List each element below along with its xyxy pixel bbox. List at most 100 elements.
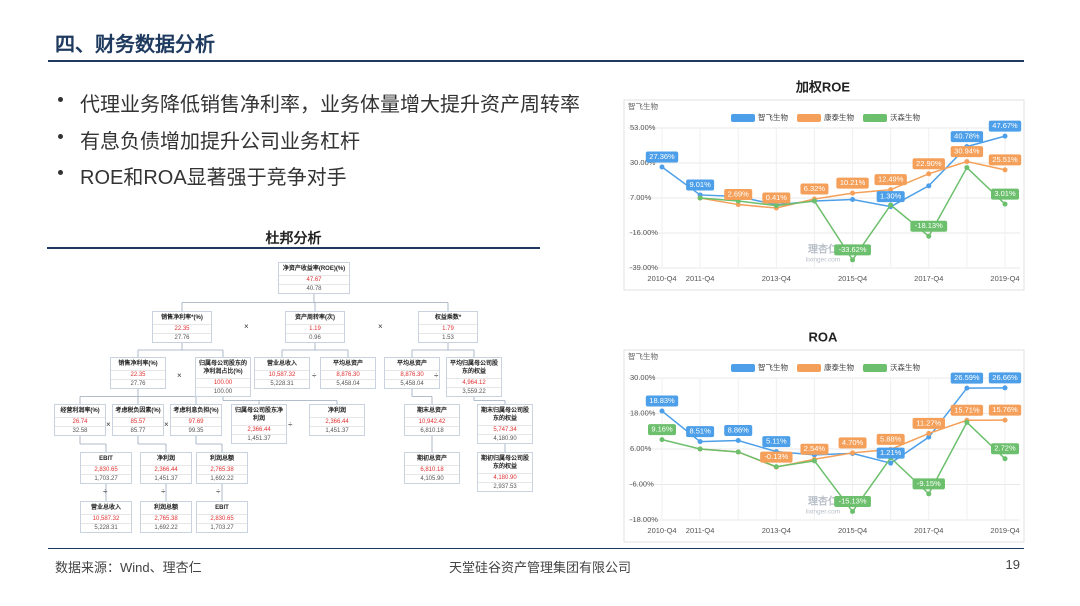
data-point	[964, 419, 970, 425]
data-label: 10.21%	[840, 178, 866, 187]
data-label-bg	[950, 404, 984, 416]
dupont-node: 权益乘数* 1.79 1.53	[418, 311, 478, 343]
logo: 理杏仁	[808, 495, 838, 508]
data-point	[850, 257, 856, 263]
connector	[222, 397, 338, 404]
data-label-bg	[800, 443, 829, 455]
dupont-node: 期初总资产 6,810.18 4,105.90	[404, 452, 460, 484]
dupont-title: 杜邦分析	[265, 230, 322, 246]
data-label: 2.72%	[994, 444, 1016, 453]
data-point	[926, 183, 932, 189]
node-previous: 5,458.04	[385, 379, 439, 388]
x-tick-label: 2017-Q4	[914, 274, 943, 283]
operator: ÷	[288, 420, 293, 429]
dupont-node: 销售净利率(%) 22.35 27.76	[110, 357, 166, 389]
data-label: -15.13%	[839, 496, 867, 505]
legend-label: 沃森生物	[890, 362, 920, 372]
connector	[473, 397, 506, 404]
operator: ÷	[103, 487, 108, 496]
data-point	[659, 408, 665, 414]
data-label-bg	[991, 188, 1019, 200]
node-current: 5,747.34	[478, 425, 532, 434]
data-label-bg	[834, 244, 871, 256]
node-previous: 1,703.27	[197, 523, 247, 532]
data-point	[773, 464, 779, 470]
node-label: 考虑税负因素(%)	[115, 408, 161, 414]
node-previous: 27.76	[111, 379, 165, 388]
y-tick-label: 30.00%	[630, 158, 656, 167]
data-label-bg	[988, 404, 1022, 416]
y-tick-label: -18.00%	[630, 515, 658, 524]
data-label: 47.67%	[992, 121, 1018, 130]
data-label-bg	[991, 443, 1019, 455]
dupont-node: 利润总额 2,765.38 1,692.22	[140, 501, 192, 533]
data-label: 6.32%	[804, 184, 826, 193]
node-current: 1.79	[419, 324, 477, 333]
chart-subtitle: 智飞生物	[628, 101, 658, 111]
connector	[281, 343, 349, 357]
dupont-node: 归属母公司股东净利润 2,366.44 1,451.37	[231, 404, 287, 444]
x-tick-label: 2015-Q4	[838, 526, 867, 535]
legend-label: 智飞生物	[758, 112, 788, 122]
page-number: 19	[1005, 557, 1020, 572]
dupont-node: 净资产收益率(ROE)(%) 47.67 40.78	[278, 262, 350, 294]
node-previous: 5,228.31	[81, 523, 131, 532]
data-point	[926, 434, 932, 440]
data-label-bg	[912, 158, 945, 170]
data-point	[964, 165, 970, 171]
node-current: 8,876.30	[385, 370, 439, 379]
legend-label: 康泰生物	[824, 362, 854, 372]
node-label: 期末总资产	[416, 408, 447, 414]
dupont-node: 资产周转率(次) 1.19 0.96	[285, 311, 345, 343]
node-label: 经营利润率(%)	[60, 408, 100, 414]
node-previous: 0.96	[286, 333, 344, 342]
dupont-node: 净利润 2,366.44 1,451.37	[140, 452, 192, 484]
connector	[79, 389, 197, 404]
node-current: 10,587.32	[255, 370, 309, 379]
y-tick-label: 7.00%	[630, 193, 652, 202]
node-label: 考虑利息负担(%)	[173, 408, 219, 414]
node-label: 销售净利率*(%)	[161, 315, 203, 321]
data-label-bg	[950, 372, 984, 384]
data-label: 5.88%	[880, 434, 902, 443]
data-point	[850, 450, 856, 456]
operator: ×	[164, 420, 169, 429]
node-previous: 2,937.53	[478, 482, 532, 491]
data-point	[1002, 201, 1008, 207]
data-label-bg	[988, 372, 1022, 384]
data-label: -0.13%	[764, 452, 788, 461]
node-current: 2,765.38	[197, 465, 247, 474]
node-label: 平均归属母公司股东的权益	[449, 361, 498, 375]
node-current: 2,830.65	[81, 465, 131, 474]
connector	[137, 436, 167, 452]
node-previous: 1,692.22	[141, 523, 191, 532]
data-label-bg	[800, 183, 829, 195]
data-label-bg	[912, 478, 945, 490]
data-point	[697, 439, 703, 445]
data-label: 27.36%	[649, 152, 675, 161]
node-previous: 3,559.22	[447, 387, 501, 396]
legend-swatch	[797, 114, 821, 122]
dupont-node: 净利润 2,366.44 1,451.37	[309, 404, 365, 436]
node-current: 1.19	[286, 324, 344, 333]
connector	[411, 389, 433, 404]
x-tick-label: 2011-Q4	[686, 526, 715, 535]
title-rule	[48, 60, 1024, 62]
y-tick-label: 18.00%	[630, 408, 656, 417]
data-label-bg	[724, 189, 753, 201]
data-point	[926, 171, 932, 177]
data-label-bg	[950, 131, 984, 143]
node-label: 利润总额	[209, 456, 234, 462]
node-current: 26.74	[55, 417, 105, 426]
y-tick-label: 30.00%	[630, 373, 656, 382]
node-previous: 40.78	[279, 284, 349, 293]
connector	[181, 294, 449, 311]
node-current: 2,366.44	[141, 465, 191, 474]
node-previous: 4,180.90	[478, 434, 532, 443]
data-label-bg	[876, 191, 905, 203]
data-point	[659, 164, 665, 170]
footer-rule	[48, 548, 1024, 549]
